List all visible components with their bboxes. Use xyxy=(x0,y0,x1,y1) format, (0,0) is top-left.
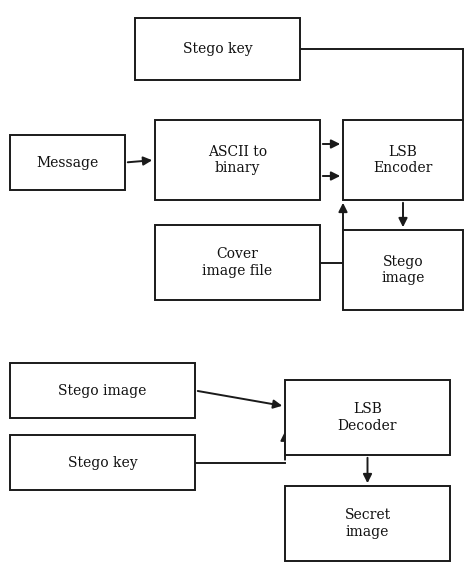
Text: Stego image: Stego image xyxy=(58,384,146,398)
Text: Stego key: Stego key xyxy=(182,42,252,56)
Text: Cover
image file: Cover image file xyxy=(202,247,273,278)
Text: ASCII to
binary: ASCII to binary xyxy=(208,145,267,175)
Text: Stego key: Stego key xyxy=(68,456,137,470)
FancyBboxPatch shape xyxy=(10,435,195,490)
Text: LSB
Encoder: LSB Encoder xyxy=(374,145,433,175)
Text: Secret
image: Secret image xyxy=(345,509,391,538)
FancyBboxPatch shape xyxy=(343,230,463,310)
Text: LSB
Decoder: LSB Decoder xyxy=(338,402,397,432)
FancyBboxPatch shape xyxy=(155,225,320,300)
Text: Message: Message xyxy=(36,155,99,169)
FancyBboxPatch shape xyxy=(10,135,125,190)
FancyBboxPatch shape xyxy=(285,486,450,561)
FancyBboxPatch shape xyxy=(343,120,463,200)
Text: Stego
image: Stego image xyxy=(381,255,425,285)
FancyBboxPatch shape xyxy=(135,18,300,80)
FancyBboxPatch shape xyxy=(285,380,450,455)
FancyBboxPatch shape xyxy=(10,363,195,418)
FancyBboxPatch shape xyxy=(155,120,320,200)
